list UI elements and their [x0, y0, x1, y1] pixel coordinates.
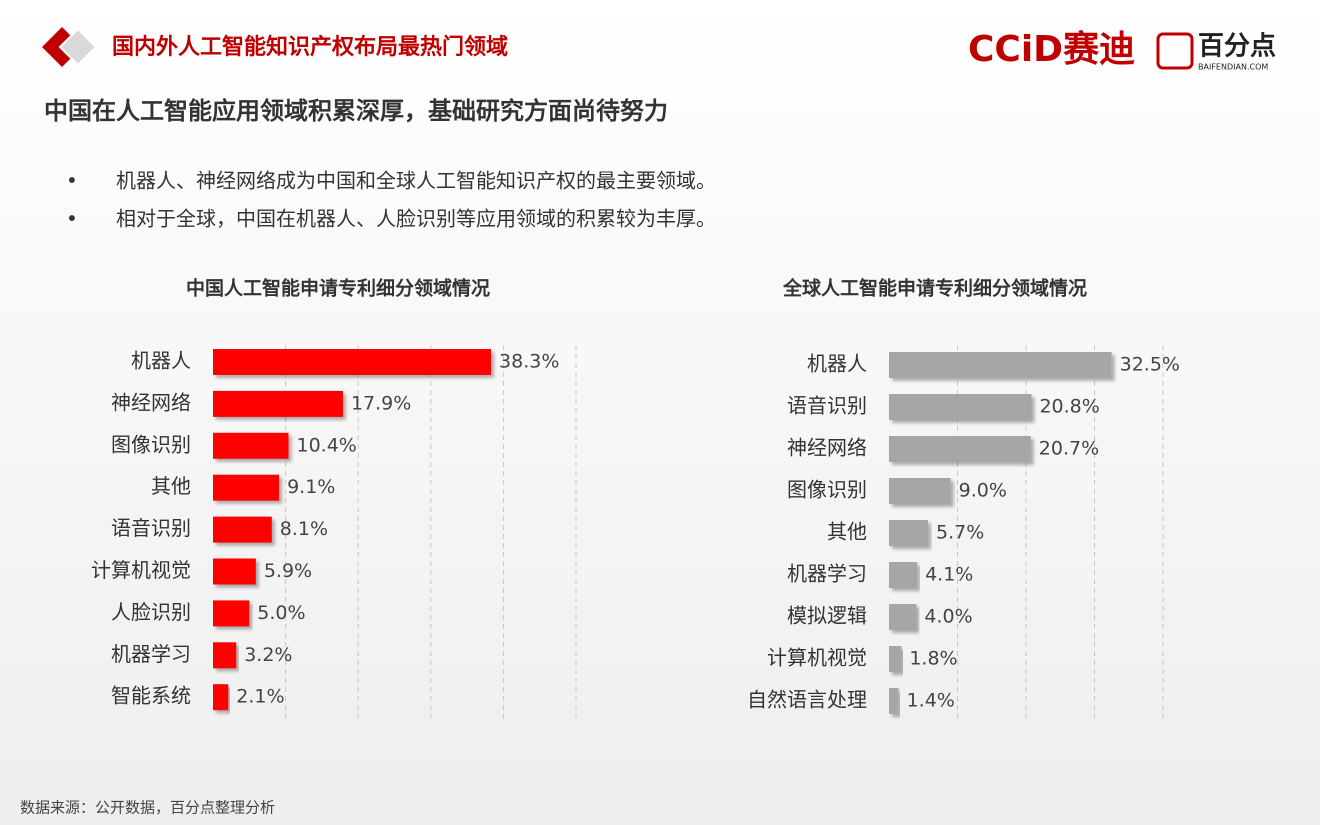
category-label: 图像识别 [111, 432, 191, 456]
value-label: 32.5% [1120, 354, 1180, 376]
category-label: 语音识别 [111, 516, 191, 540]
category-label: 其他 [827, 520, 867, 544]
category-label: 机器人 [131, 349, 191, 373]
value-label: 5.7% [936, 522, 984, 544]
bar [213, 684, 229, 711]
value-label: 1.8% [909, 648, 957, 670]
chart-title: 中国人工智能申请专利细分领域情况 [186, 277, 490, 300]
value-label: 9.0% [959, 480, 1007, 502]
value-label: 8.1% [280, 518, 328, 540]
category-label: 神经网络 [111, 390, 191, 414]
header-logo [42, 27, 98, 67]
bar [213, 642, 237, 669]
category-label: 神经网络 [787, 436, 867, 460]
logo-bfd-icon [1156, 32, 1194, 70]
value-label: 10.4% [297, 434, 357, 456]
category-label: 人脸识别 [111, 600, 191, 624]
bar [889, 520, 929, 546]
bullet-dot: • [66, 169, 78, 193]
bar [213, 474, 280, 501]
logo-ccid: CCiD赛迪 [968, 29, 1135, 70]
header-title: 国内外人工智能知识产权布局最热门领域 [112, 34, 508, 60]
bar [889, 646, 902, 672]
category-label: 语音识别 [787, 394, 867, 418]
bar [213, 349, 492, 375]
bullet: 相对于全球，中国在机器人、人脸识别等应用领域的积累较为丰厚。 [116, 207, 716, 231]
category-label: 智能系统 [111, 684, 191, 708]
bar [889, 394, 1032, 420]
value-label: 4.1% [925, 564, 973, 586]
logo-bfd: 百分点 [1198, 31, 1276, 62]
chart-title: 全球人工智能申请专利细分领域情况 [782, 277, 1087, 300]
bar [889, 562, 918, 588]
category-label: 机器人 [807, 352, 867, 376]
subtitle: 中国在人工智能应用领域积累深厚，基础研究方面尚待努力 [44, 97, 668, 125]
category-label: 图像识别 [787, 478, 867, 502]
category-label: 自然语言处理 [747, 688, 867, 712]
value-label: 5.0% [257, 602, 305, 624]
category-label: 其他 [151, 474, 191, 498]
value-label: 1.4% [907, 690, 955, 712]
value-label: 5.9% [264, 560, 312, 582]
bar [213, 558, 256, 585]
bar [213, 432, 289, 459]
value-label: 4.0% [924, 606, 972, 628]
bar [213, 600, 250, 627]
bar [213, 516, 272, 543]
category-label: 计算机视觉 [91, 558, 191, 582]
value-label: 20.7% [1039, 438, 1099, 460]
bar [889, 688, 899, 714]
bar [889, 436, 1031, 462]
category-label: 模拟逻辑 [787, 604, 867, 628]
value-label: 38.3% [499, 351, 559, 373]
bar [889, 352, 1112, 378]
value-label: 3.2% [244, 644, 292, 666]
value-label: 2.1% [236, 686, 284, 708]
logo-bfd-url: BAIFENDIAN.COM [1198, 63, 1268, 72]
bar [889, 478, 951, 504]
value-label: 9.1% [287, 476, 335, 498]
category-label: 机器学习 [787, 562, 867, 586]
category-label: 计算机视觉 [767, 646, 867, 670]
bar [889, 604, 917, 630]
bullet-dot: • [66, 207, 78, 231]
category-label: 机器学习 [111, 642, 191, 666]
source: 数据来源：公开数据，百分点整理分析 [20, 799, 275, 817]
value-label: 17.9% [351, 392, 411, 414]
bullet: 机器人、神经网络成为中国和全球人工智能知识产权的最主要领域。 [116, 169, 716, 193]
value-label: 20.8% [1039, 396, 1099, 418]
bar [213, 390, 343, 417]
